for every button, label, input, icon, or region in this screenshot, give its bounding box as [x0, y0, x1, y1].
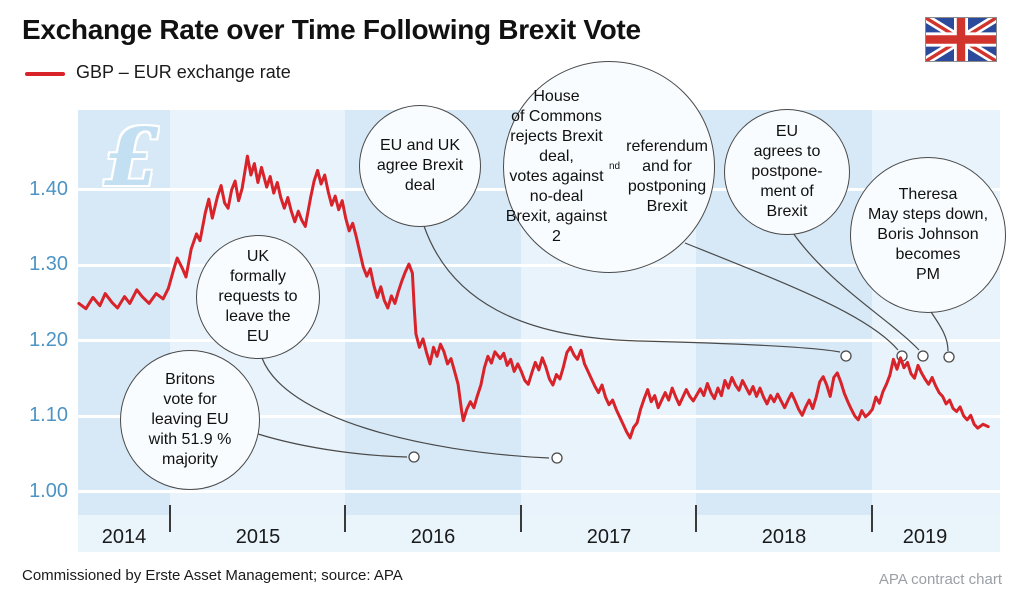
- y-tick-label: 1.00: [29, 480, 68, 502]
- gridline-1-00: [78, 490, 1000, 493]
- y-tick-label: 1.40: [29, 178, 68, 200]
- pound-watermark: £: [104, 110, 160, 204]
- x-axis-strip: [78, 515, 1000, 552]
- footer-credit: Commissioned by Erste Asset Management; …: [22, 567, 403, 584]
- x-tick-label: 2014: [101, 526, 147, 548]
- annotation-bubble-britons-vote: Britons vote for leaving EU with 51.9 % …: [120, 350, 260, 490]
- legend-label: GBP – EUR exchange rate: [76, 62, 291, 82]
- x-axis-tick: [520, 505, 522, 532]
- y-tick-label: 1.20: [29, 329, 68, 351]
- x-tick-label: 2017: [586, 526, 632, 548]
- x-tick-label: 2019: [902, 526, 948, 548]
- annotation-bubble-commons-rejects: House of Commons rejects Brexit deal, votes…: [503, 61, 715, 273]
- uk-flag-icon: [925, 17, 997, 62]
- annotation-bubble-eu-postponement: EU agrees to postpone- ment of Brexit: [724, 109, 850, 235]
- y-tick-label: 1.30: [29, 253, 68, 275]
- annotation-bubble-uk-article50: UK formally requests to leave the EU: [196, 235, 320, 359]
- legend-line-swatch: [25, 72, 65, 76]
- annotation-bubble-eu-uk-deal: EU and UK agree Brexit deal: [359, 105, 481, 227]
- footer-source-note: APA contract chart: [878, 571, 1002, 588]
- x-axis-tick: [344, 505, 346, 532]
- x-tick-label: 2016: [410, 526, 456, 548]
- x-tick-label: 2018: [761, 526, 807, 548]
- x-axis-tick: [695, 505, 697, 532]
- page-title: Exchange Rate over Time Following Brexit…: [22, 14, 641, 45]
- x-tick-label: 2015: [235, 526, 281, 548]
- x-axis-tick: [871, 505, 873, 532]
- x-axis-tick: [169, 505, 171, 532]
- annotation-bubble-may-johnson: Theresa May steps down, Boris Johnson be…: [850, 157, 1006, 313]
- y-tick-label: 1.10: [29, 404, 68, 426]
